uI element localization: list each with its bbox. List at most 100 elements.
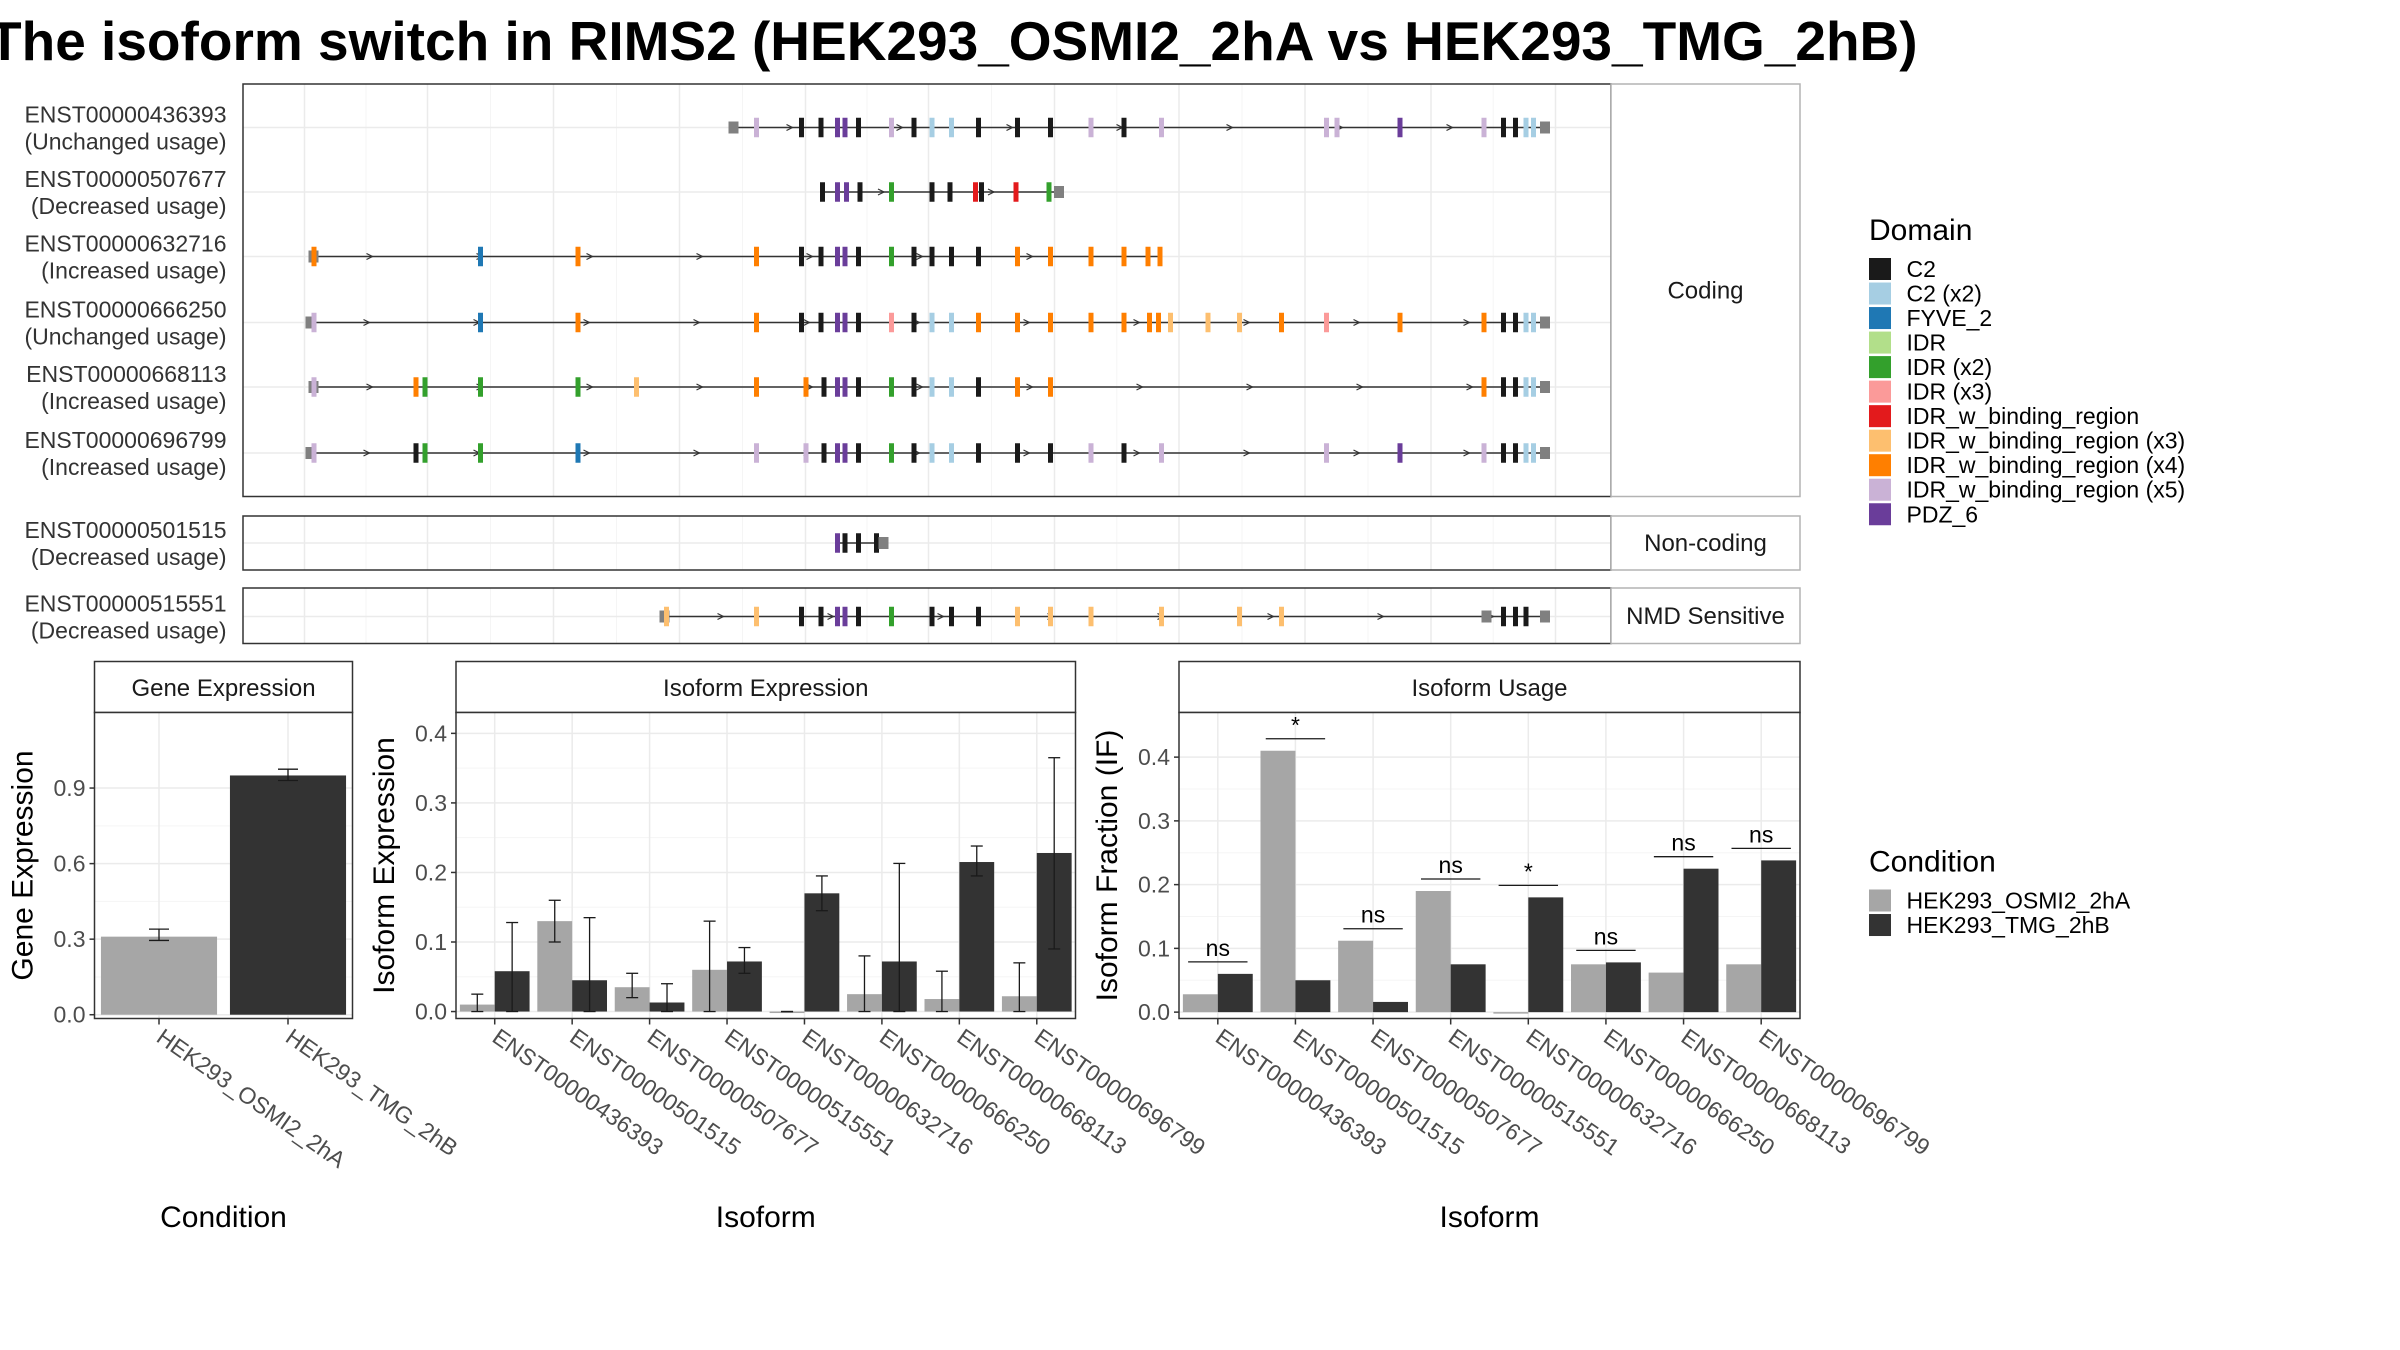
bar — [1571, 964, 1606, 1013]
condition-legend-title: Condition — [1869, 846, 1996, 879]
intron-direction-arrow — [363, 449, 371, 457]
exon-block — [1531, 377, 1536, 397]
exon-block — [478, 312, 483, 333]
intron-direction-arrow — [696, 383, 704, 391]
bar — [1528, 897, 1564, 1013]
domain-legend-swatch — [1869, 454, 1891, 477]
exon-block — [889, 246, 894, 267]
exon-block — [842, 246, 848, 267]
y-tick-label: 0.0 — [415, 999, 447, 1025]
transcript-usage-label: (Unchanged usage) — [24, 324, 226, 350]
exon-block — [1324, 117, 1329, 138]
exon-block — [889, 377, 894, 397]
exon-block — [835, 377, 840, 397]
bar-chart-panels: Gene Expression0.00.30.60.9HEK293_OSMI2_… — [7, 660, 1935, 1234]
condition-legend-label: HEK293_TMG_2hB — [1907, 912, 2110, 938]
intron-direction-arrow — [1353, 449, 1361, 457]
exon-block — [1481, 312, 1487, 333]
bar — [804, 893, 840, 1012]
intron-direction-arrow — [1133, 449, 1141, 457]
structure-strip-label: Non-coding — [1644, 530, 1767, 557]
exon-block — [1157, 246, 1163, 267]
exon-block — [889, 182, 894, 202]
exon-block — [1121, 443, 1127, 463]
intron-direction-arrow — [1243, 318, 1251, 327]
figure-title: The isoform switch in RIMS2 (HEK293_OSMI… — [0, 10, 1918, 72]
exon-block — [1159, 606, 1164, 627]
exon-block — [1279, 312, 1284, 333]
structure-strip — [1610, 83, 1801, 498]
intron-direction-arrow — [1466, 383, 1474, 391]
significance-label: ns — [1361, 902, 1385, 928]
intron-direction-arrow — [1356, 383, 1364, 391]
exon-block — [1046, 182, 1052, 202]
exon-block — [929, 182, 935, 202]
exon-block — [929, 377, 935, 397]
exon-block — [413, 443, 419, 463]
exon-block — [842, 443, 848, 463]
domain-legend-swatch — [1869, 429, 1891, 452]
exon-block — [856, 312, 861, 333]
transcript-id-label: ENST00000436393 — [24, 102, 226, 128]
exon-block — [911, 117, 917, 138]
exon-block — [413, 377, 419, 397]
exon-block — [949, 246, 954, 267]
exon-block — [1513, 117, 1518, 138]
exon-block — [799, 246, 804, 267]
domain-legend-swatch — [1869, 282, 1891, 305]
intron-direction-arrow — [1023, 318, 1031, 327]
y-axis-title: Isoform Expression — [368, 737, 401, 994]
intron-direction-arrow — [366, 252, 374, 261]
exon-block — [754, 117, 759, 138]
intron-direction-arrow — [586, 252, 594, 261]
condition-legend-swatch — [1869, 914, 1891, 937]
domain-legend-label: IDR_w_binding_region (x4) — [1907, 452, 2186, 478]
exon-block — [1481, 377, 1487, 397]
domain-legend-label: C2 (x2) — [1907, 281, 1982, 307]
intron-direction-arrow — [363, 318, 371, 327]
bar — [1415, 891, 1451, 1013]
domain-legend-swatch — [1869, 478, 1891, 501]
domain-legend-swatch — [1869, 331, 1891, 354]
exon-block — [1513, 443, 1518, 463]
exon-block — [1013, 182, 1019, 202]
exon-block — [799, 117, 804, 138]
domain-legend-label: C2 — [1907, 256, 1936, 282]
exon-block — [949, 312, 954, 333]
exon-block — [1048, 312, 1053, 333]
panel-border — [93, 711, 354, 1020]
exon-block — [947, 182, 953, 202]
intron-direction-arrow — [583, 449, 591, 457]
bar — [1683, 868, 1719, 1013]
exon-block — [842, 312, 848, 333]
transcript-usage-label: (Increased usage) — [41, 454, 226, 480]
utr-block — [1540, 121, 1550, 134]
structure-strip-label: NMD Sensitive — [1626, 603, 1785, 630]
exon-block — [856, 533, 861, 553]
exon-block — [1397, 443, 1403, 463]
exon-block — [911, 246, 917, 267]
transcript-usage-label: (Unchanged usage) — [24, 129, 226, 155]
exon-block — [664, 606, 669, 627]
bar — [1450, 964, 1486, 1013]
intron-direction-arrow — [717, 612, 725, 621]
exon-block — [1237, 312, 1242, 333]
x-axis-title: Isoform — [1439, 1201, 1539, 1234]
exon-block — [1088, 312, 1094, 333]
intron-direction-arrow — [1136, 383, 1144, 391]
bar — [1295, 980, 1331, 1013]
exon-block — [835, 246, 840, 267]
exon-block — [889, 312, 894, 333]
exon-block — [1048, 377, 1053, 397]
exon-block — [889, 606, 894, 627]
exon-block — [911, 312, 917, 333]
exon-block — [1015, 377, 1020, 397]
exon-block — [1088, 117, 1094, 138]
significance-label: ns — [1206, 935, 1230, 961]
exon-block — [1159, 443, 1164, 463]
exon-block — [979, 182, 984, 202]
significance-label: * — [1524, 858, 1533, 884]
exon-block — [575, 377, 581, 397]
exon-block — [842, 533, 848, 553]
exon-block — [835, 182, 840, 202]
